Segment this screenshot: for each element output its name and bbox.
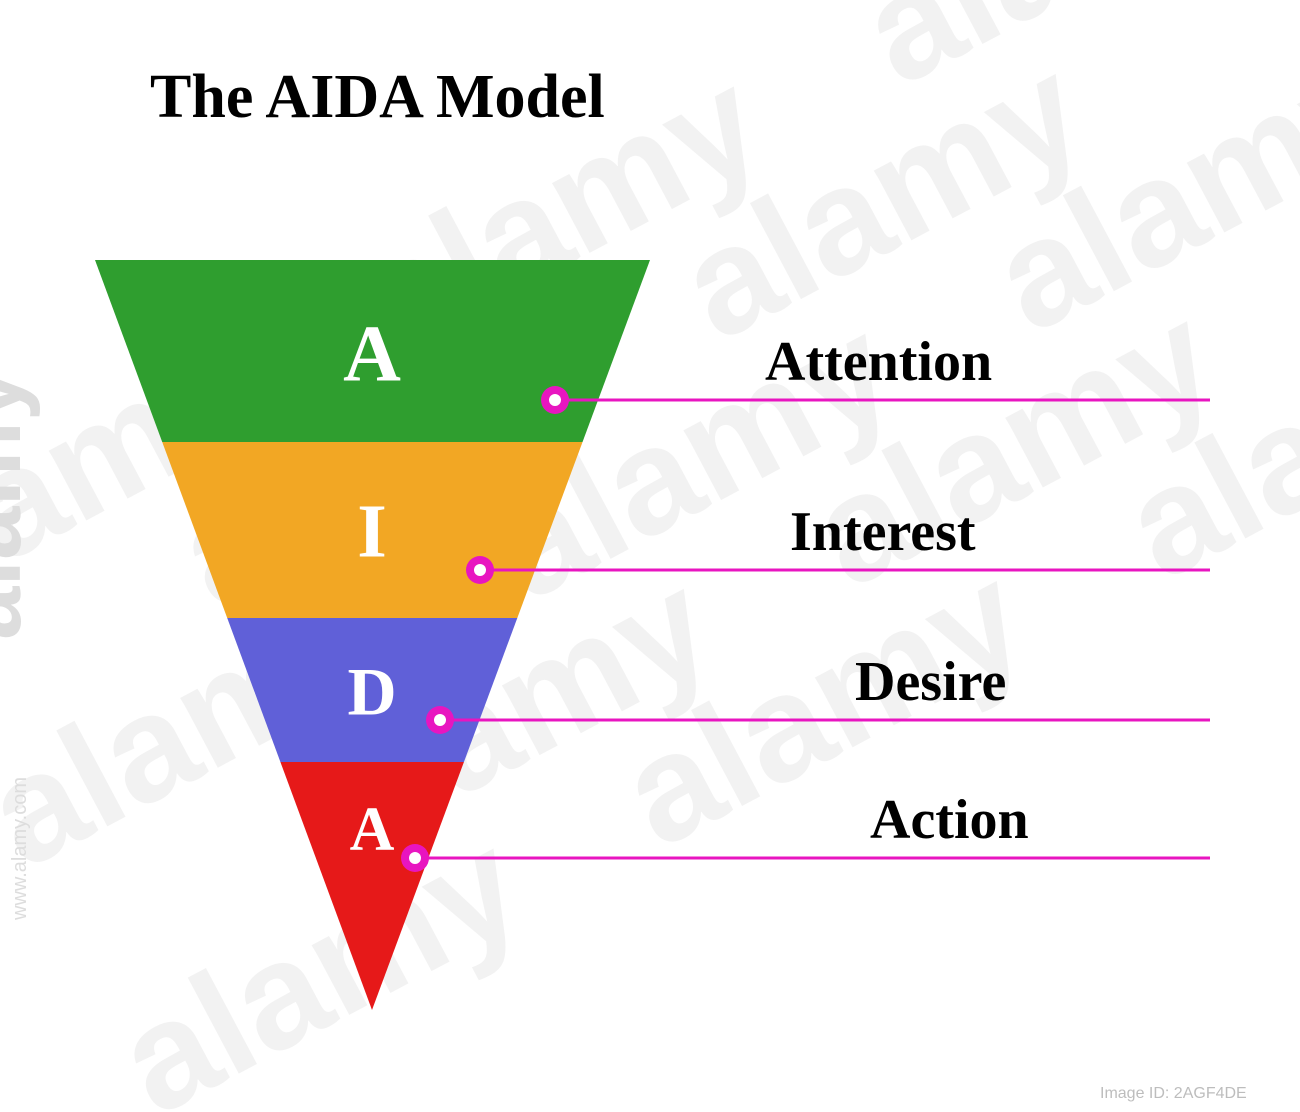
diagram-stage: alamyalamyalamyalamyalamyalamyalamyalamy…	[0, 0, 1300, 1112]
diagram-title: The AIDA Model	[150, 62, 605, 133]
callout-dot-inner-1	[474, 564, 486, 576]
callout-dot-inner-0	[549, 394, 561, 406]
callout-label-1: Interest	[790, 500, 976, 564]
funnel-svg	[0, 0, 1300, 1112]
callout-dot-inner-3	[409, 852, 421, 864]
callout-label-3: Action	[870, 788, 1029, 852]
callout-dot-inner-2	[434, 714, 446, 726]
funnel-letter-2: D	[347, 653, 396, 732]
callout-label-0: Attention	[765, 330, 992, 394]
funnel-letter-3: A	[350, 795, 395, 866]
funnel-letter-1: I	[357, 489, 387, 576]
funnel-letter-0: A	[343, 310, 401, 401]
callout-label-2: Desire	[855, 650, 1006, 714]
